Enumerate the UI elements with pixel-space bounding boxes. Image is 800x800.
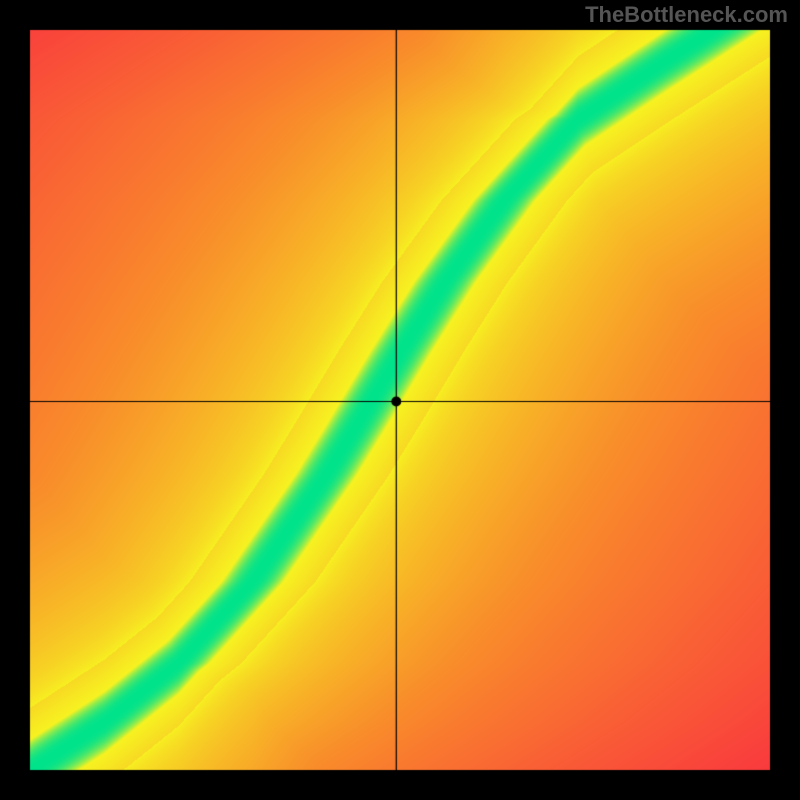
heatmap-canvas bbox=[0, 0, 800, 800]
watermark-text: TheBottleneck.com bbox=[585, 2, 788, 28]
chart-container: TheBottleneck.com bbox=[0, 0, 800, 800]
